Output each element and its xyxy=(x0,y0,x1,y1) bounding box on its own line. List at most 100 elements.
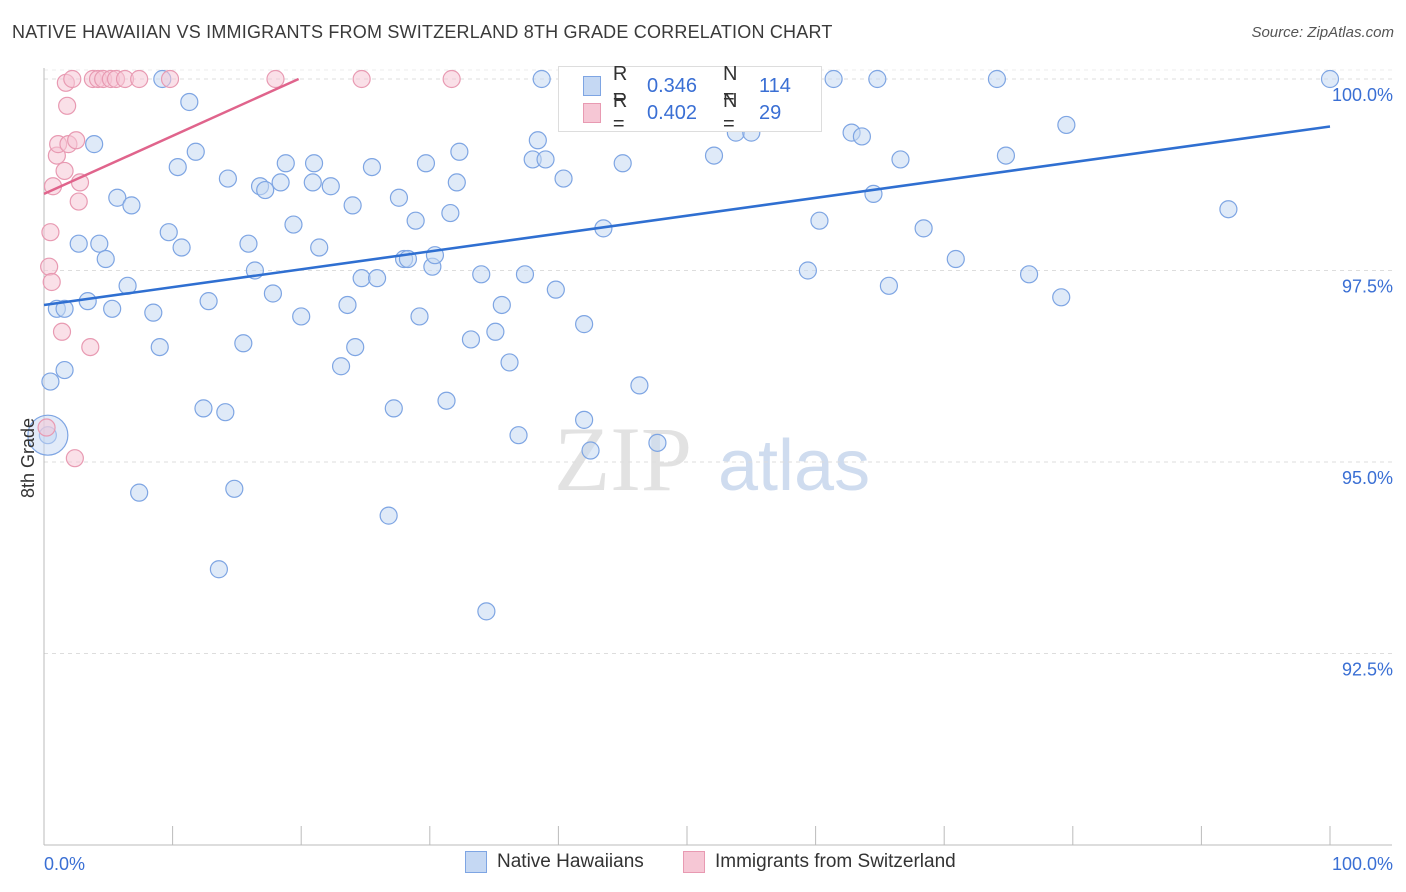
data-point-native-hawaiian xyxy=(122,196,141,215)
data-point-native-hawaiian xyxy=(509,426,528,445)
data-point-native-hawaiian xyxy=(868,69,887,89)
trendline-immigrants-switzerland xyxy=(43,77,300,196)
data-point-native-hawaiian xyxy=(362,157,382,177)
chart-title: NATIVE HAWAIIAN VS IMMIGRANTS FROM SWITZ… xyxy=(12,22,833,42)
data-point-native-hawaiian xyxy=(159,223,178,242)
r-value: 0.346 xyxy=(646,74,698,97)
data-point-native-hawaiian xyxy=(996,146,1016,165)
data-point-native-hawaiian xyxy=(310,238,329,257)
data-point-native-hawaiian xyxy=(108,188,127,207)
data-point-native-hawaiian xyxy=(630,376,649,395)
y-axis-label: 8th Grade xyxy=(18,418,38,498)
series-legend: Native Hawaiians Immigrants from Switzer… xyxy=(0,851,1406,877)
data-point-immigrant-switzerland xyxy=(130,69,149,89)
y-tick-label: 100.0% xyxy=(1332,85,1393,105)
data-point-native-hawaiian xyxy=(55,360,74,380)
data-point-native-hawaiian xyxy=(284,215,303,234)
data-point-native-hawaiian xyxy=(55,299,74,318)
data-point-native-hawaiian xyxy=(704,146,724,165)
data-point-native-hawaiian xyxy=(199,292,218,311)
data-point-immigrant-switzerland xyxy=(266,69,285,89)
data-point-native-hawaiian xyxy=(798,261,817,280)
data-point-native-hawaiian xyxy=(69,234,88,253)
data-point-immigrant-switzerland xyxy=(55,161,74,181)
data-point-native-hawaiian xyxy=(234,334,253,353)
data-point-native-hawaiian xyxy=(1219,200,1238,219)
source-label: Source: ZipAtlas.com xyxy=(1251,24,1394,41)
data-point-native-hawaiian xyxy=(536,150,555,169)
data-point-native-hawaiian xyxy=(384,399,403,418)
data-point-native-hawaiian xyxy=(346,338,365,357)
data-point-native-hawaiian xyxy=(447,173,466,192)
data-point-native-hawaiian xyxy=(144,303,163,322)
data-point-native-hawaiian xyxy=(304,154,324,173)
data-point-native-hawaiian xyxy=(492,295,511,315)
stats-row-immigrants-switzerland: R = 0.402 N = 29 xyxy=(583,90,821,135)
data-point-native-hawaiian xyxy=(239,234,258,253)
data-point-native-hawaiian xyxy=(416,154,436,173)
data-point-native-hawaiian xyxy=(218,169,237,188)
data-point-native-hawaiian xyxy=(486,322,505,341)
data-point-native-hawaiian xyxy=(554,169,573,188)
data-point-native-hawaiian xyxy=(78,292,97,311)
legend-label-native-hawaiians: Native Hawaiians xyxy=(497,851,644,872)
data-point-native-hawaiian xyxy=(379,506,398,525)
legend-swatch-pink xyxy=(583,103,601,123)
data-point-native-hawaiian xyxy=(180,92,199,112)
data-point-native-hawaiian xyxy=(276,154,295,173)
data-point-native-hawaiian xyxy=(186,142,205,161)
data-point-native-hawaiian xyxy=(914,219,933,238)
data-point-native-hawaiian xyxy=(441,203,460,223)
data-point-native-hawaiian xyxy=(41,372,60,391)
y-tick-labels: 92.5% 95.0% 97.5% 100.0% xyxy=(1332,85,1393,680)
n-value: 114 xyxy=(758,74,791,97)
data-point-native-hawaiian xyxy=(172,238,191,257)
x-tick-label: 0.0% xyxy=(44,854,85,874)
data-point-immigrant-switzerland xyxy=(69,192,88,211)
data-point-native-hawaiian xyxy=(1052,288,1071,307)
data-point-immigrant-switzerland xyxy=(160,69,180,89)
data-point-native-hawaiian xyxy=(256,180,275,200)
data-point-native-hawaiian xyxy=(225,479,244,498)
data-point-immigrant-switzerland xyxy=(442,69,461,89)
data-point-native-hawaiian xyxy=(410,307,429,326)
y-tick-label: 97.5% xyxy=(1342,277,1393,297)
data-point-native-hawaiian xyxy=(575,315,594,334)
data-point-native-hawaiian xyxy=(303,173,322,192)
trendlines xyxy=(43,77,1331,307)
data-point-native-hawaiian xyxy=(343,196,362,215)
data-point-immigrant-switzerland xyxy=(63,69,82,89)
watermark: ZIP atlas xyxy=(554,408,870,510)
legend-item-immigrants-switzerland[interactable]: Immigrants from Switzerland xyxy=(683,851,956,873)
data-point-native-hawaiian xyxy=(130,483,149,502)
data-point-native-hawaiian xyxy=(987,69,1007,89)
n-value: 29 xyxy=(758,101,782,124)
legend-swatch-pink xyxy=(683,851,705,873)
trendline-native-hawaiians xyxy=(43,125,1331,307)
data-point-native-hawaiian xyxy=(168,157,187,177)
data-point-immigrant-switzerland xyxy=(81,338,100,357)
data-point-immigrant-switzerland xyxy=(65,449,84,468)
data-point-native-hawaiian xyxy=(648,433,667,452)
data-point-native-hawaiian xyxy=(546,280,565,299)
data-point-native-hawaiian xyxy=(338,295,357,315)
stats-row-native-hawaiians: R = 0.346 N = 114 xyxy=(583,63,821,108)
data-point-native-hawaiian xyxy=(891,150,910,169)
data-point-native-hawaiian xyxy=(216,403,235,422)
n-label: N = xyxy=(722,63,738,108)
data-point-native-hawaiian xyxy=(194,399,213,418)
data-point-native-hawaiian xyxy=(85,135,104,154)
data-point-native-hawaiian xyxy=(515,265,535,284)
data-point-native-hawaiian xyxy=(472,265,491,284)
x-tick-label: 100.0% xyxy=(1332,854,1393,874)
stats-legend: R = 0.346 N = 114 R = 0.402 N = 29 xyxy=(558,63,822,135)
data-point-native-hawaiian xyxy=(879,276,899,295)
data-point-native-hawaiian xyxy=(389,188,409,207)
legend-item-native-hawaiians[interactable]: Native Hawaiians xyxy=(465,851,644,873)
data-point-immigrant-switzerland xyxy=(41,223,60,242)
data-point-native-hawaiian xyxy=(263,284,283,303)
data-point-native-hawaiian xyxy=(352,269,371,288)
data-point-native-hawaiian xyxy=(613,154,632,173)
data-point-native-hawaiian xyxy=(437,391,456,410)
